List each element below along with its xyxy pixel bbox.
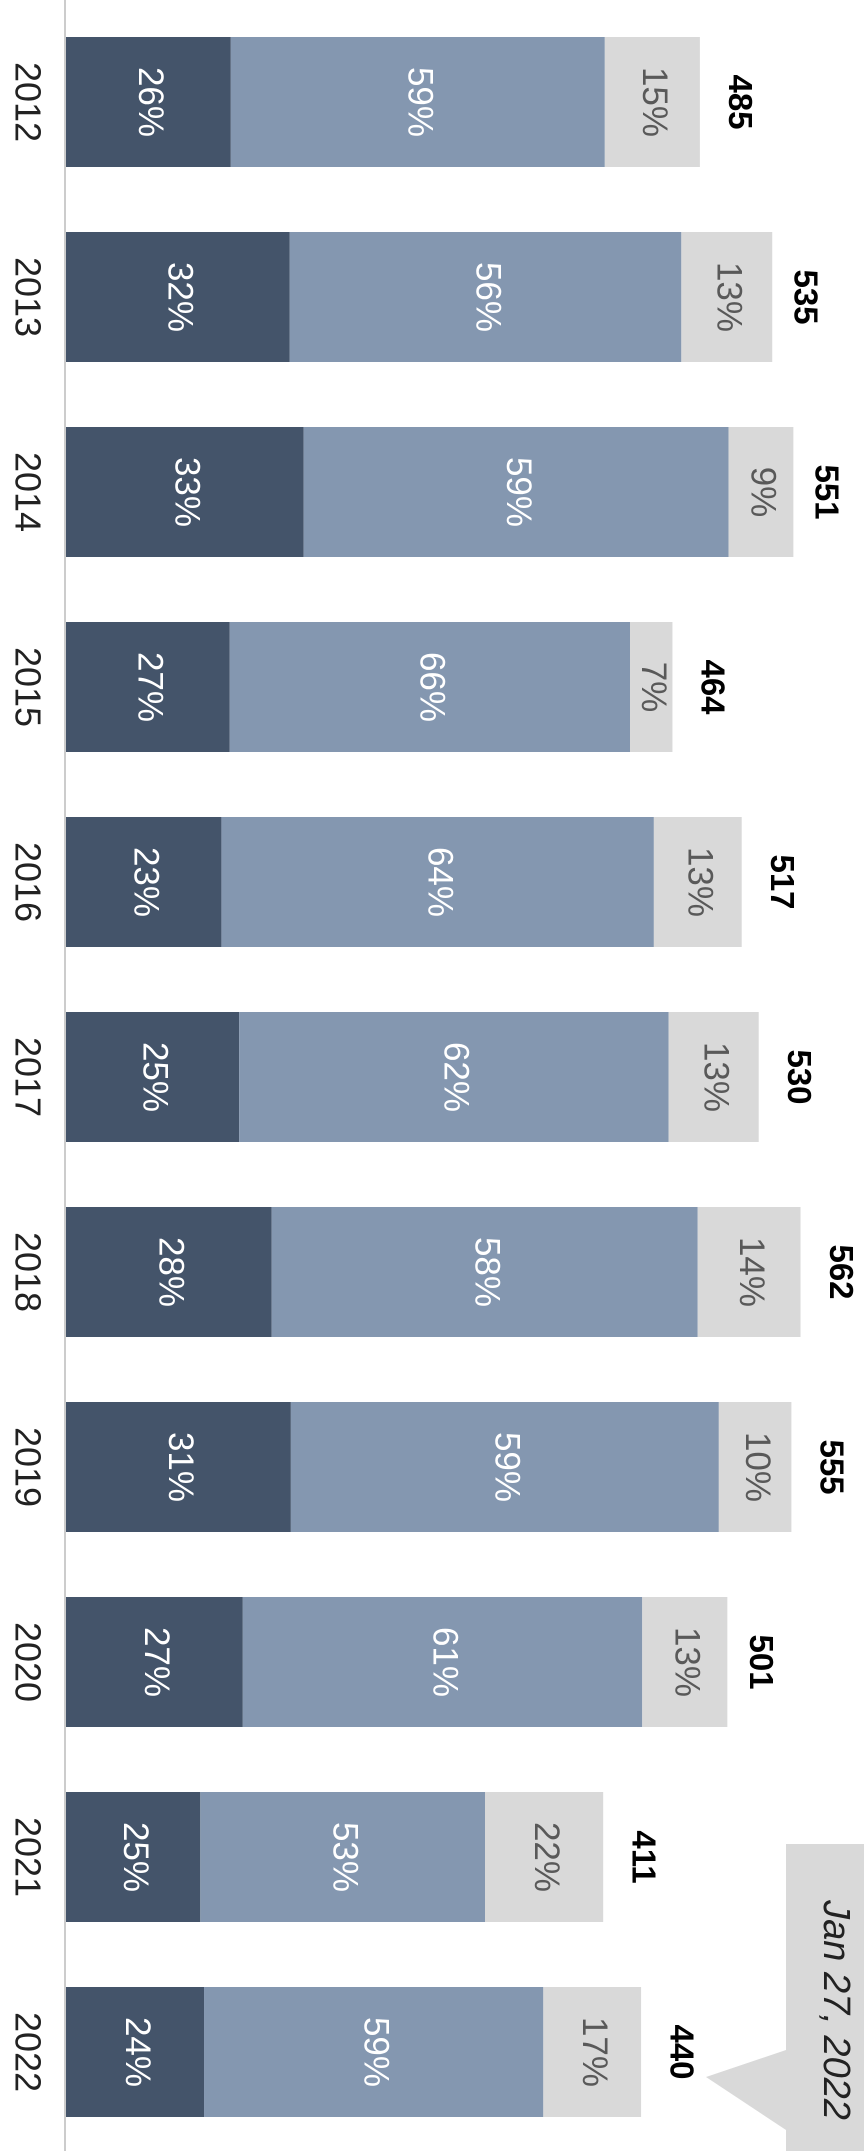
data-label: 24% — [118, 2017, 157, 2087]
x-tick-label: 2018 — [7, 1232, 48, 1312]
bar-segment — [653, 817, 742, 947]
x-tick-label: 2022 — [7, 2012, 48, 2092]
data-label: 14% — [732, 1237, 771, 1307]
bar-segment — [66, 1987, 205, 2117]
total-label: 440 — [663, 2024, 700, 2079]
bar-segment — [604, 37, 700, 167]
data-label: 32% — [161, 262, 200, 332]
bar-segment — [697, 1207, 801, 1337]
data-label: 59% — [499, 457, 538, 527]
x-tick-label: 2019 — [7, 1427, 48, 1507]
total-label: 535 — [788, 269, 825, 324]
data-label: 25% — [135, 1042, 174, 1112]
data-label: 25% — [116, 1822, 155, 1892]
bar-segment — [65, 1012, 240, 1142]
bar-segment — [204, 1987, 544, 2117]
data-label: 23% — [126, 847, 165, 917]
bar-segment — [65, 37, 231, 167]
data-label: 66% — [413, 652, 452, 722]
data-label: 62% — [437, 1042, 476, 1112]
data-label: 26% — [131, 67, 170, 137]
total-label: 517 — [764, 854, 801, 909]
bar-segment — [289, 232, 682, 362]
bar-segment — [303, 427, 729, 557]
total-label: 411 — [625, 1830, 662, 1883]
bar-segment — [484, 1792, 604, 1922]
data-label: 10% — [738, 1432, 777, 1502]
total-label: 464 — [695, 659, 732, 715]
bar-segment — [65, 817, 222, 947]
bar-segment — [290, 1402, 719, 1532]
bar-segment — [681, 232, 773, 362]
x-tick-label: 2014 — [7, 452, 48, 532]
data-label: 28% — [152, 1237, 191, 1307]
bar-segment — [66, 232, 290, 362]
data-label: 13% — [710, 262, 749, 332]
x-tick-label: 2015 — [7, 647, 48, 727]
total-label: 501 — [743, 1634, 780, 1689]
bar-segment — [66, 622, 230, 752]
total-label: 485 — [722, 74, 759, 129]
data-label: 59% — [356, 2017, 395, 2087]
data-label: 58% — [467, 1237, 506, 1307]
bar-segment — [629, 622, 673, 752]
x-tick-label: 2012 — [7, 62, 48, 142]
callout-text: Jan 27, 2022 — [815, 1899, 857, 2120]
callout-box — [786, 1844, 864, 2151]
bar-segment — [221, 817, 654, 947]
rotated-plot: Jan 27, 2022 2012 26% 59% 15% 485 2013 32% 56% 1… — [7, 0, 864, 2151]
bar-segment — [200, 1792, 485, 1922]
data-label: 53% — [325, 1822, 364, 1892]
x-tick-label: 2013 — [7, 257, 48, 337]
data-label: 22% — [527, 1822, 566, 1892]
bar-segment — [65, 427, 304, 557]
bar-segment — [66, 1597, 243, 1727]
bar-segment — [728, 427, 794, 557]
data-label: 59% — [488, 1432, 527, 1502]
total-label: 562 — [823, 1244, 860, 1299]
bar-segment — [543, 1987, 642, 2117]
data-label: 59% — [401, 67, 440, 137]
data-label: 13% — [681, 847, 720, 917]
bar-segment — [65, 1402, 291, 1532]
bar-segment — [239, 1012, 669, 1142]
data-label: 17% — [575, 2017, 614, 2087]
data-label: 27% — [137, 1627, 176, 1697]
total-label: 555 — [814, 1439, 851, 1494]
callout-pointer — [706, 2050, 786, 2130]
total-label: 530 — [781, 1049, 818, 1104]
x-tick-label: 2020 — [7, 1622, 48, 1702]
bar-segment — [718, 1402, 792, 1532]
x-tick-label: 2016 — [7, 842, 48, 922]
data-label: 64% — [420, 847, 459, 917]
data-label: 56% — [468, 262, 507, 332]
data-label: 7% — [634, 662, 673, 713]
bar-segment — [230, 37, 605, 167]
bar-segment — [229, 622, 630, 752]
data-label: 13% — [696, 1042, 735, 1112]
data-label: 13% — [668, 1627, 707, 1697]
bar-segment — [271, 1207, 698, 1337]
data-label: 9% — [744, 467, 783, 518]
data-label: 33% — [168, 457, 207, 527]
bar-segment — [242, 1597, 643, 1727]
data-label: 15% — [635, 67, 674, 137]
data-label: 61% — [425, 1627, 464, 1697]
data-label: 27% — [131, 652, 170, 722]
bar-segment — [642, 1597, 728, 1727]
data-label: 31% — [161, 1432, 200, 1502]
x-tick-label: 2021 — [7, 1817, 48, 1897]
bar-segment — [65, 1207, 272, 1337]
x-tick-label: 2017 — [7, 1037, 48, 1117]
bar-segment — [66, 1792, 201, 1922]
total-label: 551 — [808, 464, 845, 519]
bar-segment — [668, 1012, 759, 1142]
